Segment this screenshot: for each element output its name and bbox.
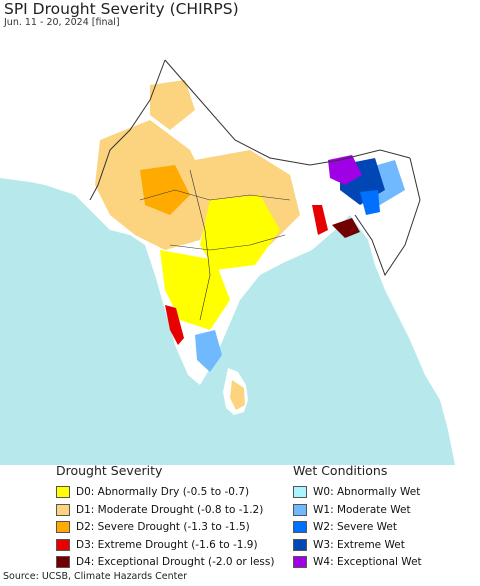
legend-item-w4: W4: Exceptional Wet: [293, 554, 473, 570]
source-credit: Source: UCSB, Climate Hazards Center: [3, 571, 188, 582]
border-india-east: [354, 157, 421, 277]
d4-east-coast-patch: [332, 218, 360, 238]
swatch-w1: [293, 503, 307, 516]
swatch-w3: [293, 538, 307, 551]
legend-item-d2: D2: Severe Drought (-1.3 to -1.5): [56, 519, 288, 535]
swatch-d3: [56, 538, 70, 551]
legend-item-d3: D3: Extreme Drought (-1.6 to -1.9): [56, 537, 288, 553]
map-subtitle: Jun. 11 - 20, 2024 [final]: [4, 17, 120, 28]
legend-item-d4: D4: Exceptional Drought (-2.0 or less): [56, 554, 288, 570]
d3-east-patch: [312, 205, 328, 235]
d0-central-patch: [200, 195, 280, 270]
swatch-d2: [56, 521, 70, 534]
label-d2: D2: Severe Drought (-1.3 to -1.5): [76, 521, 250, 534]
swatch-w4: [293, 556, 307, 569]
label-w4: W4: Exceptional Wet: [313, 556, 422, 569]
d1-north-patch: [150, 80, 195, 130]
w4-northeast-patch: [328, 155, 362, 185]
legend-item-w1: W1: Moderate Wet: [293, 502, 473, 518]
swatch-d4: [56, 556, 70, 569]
legend-item-w3: W3: Extreme Wet: [293, 537, 473, 553]
label-w1: W1: Moderate Wet: [313, 503, 411, 516]
label-w2: W2: Severe Wet: [313, 521, 397, 534]
drought-map: [0, 0, 480, 465]
legend-item-w0: W0: Abnormally Wet: [293, 484, 473, 500]
border-states-a: [139, 189, 291, 201]
d1-srilanka-patch: [230, 380, 245, 410]
swatch-d0: [56, 486, 70, 498]
d3-west-coast-patch: [165, 305, 184, 345]
label-d0: D0: Abnormally Dry (-0.5 to -0.7): [76, 486, 250, 498]
wet-legend-title: Wet Conditions: [293, 463, 388, 478]
legend-item-d1: D1: Moderate Drought (-0.8 to -1.2): [56, 502, 288, 518]
border-india-north: [164, 59, 411, 166]
drought-legend: Drought Severity D0: Abnormally Dry (-0.…: [56, 463, 288, 570]
label-d4: D4: Exceptional Drought (-2.0 or less): [76, 556, 275, 569]
w2-bengal-patch: [360, 190, 380, 215]
label-w3: W3: Extreme Wet: [313, 538, 405, 551]
label-d1: D1: Moderate Drought (-0.8 to -1.2): [76, 503, 264, 516]
swatch-w2: [293, 521, 307, 534]
border-states-c: [189, 169, 211, 321]
wet-legend: Wet Conditions W0: Abnormally Wet W1: Mo…: [293, 463, 473, 570]
d2-west-patch: [140, 165, 190, 215]
w1-south-patch: [195, 330, 222, 372]
swatch-w0: [293, 486, 307, 498]
legend-item-d0: D0: Abnormally Dry (-0.5 to -0.7): [56, 484, 288, 500]
swatch-d1: [56, 503, 70, 516]
legend-item-w2: W2: Severe Wet: [293, 519, 473, 535]
border-states-b: [169, 234, 286, 251]
label-w0: W0: Abnormally Wet: [313, 486, 421, 498]
drought-legend-title: Drought Severity: [56, 463, 163, 478]
label-d3: D3: Extreme Drought (-1.6 to -1.9): [76, 538, 258, 551]
border-india-pakistan: [89, 59, 166, 201]
d0-south-patch: [160, 250, 230, 330]
map-title: SPI Drought Severity (CHIRPS): [4, 0, 239, 18]
